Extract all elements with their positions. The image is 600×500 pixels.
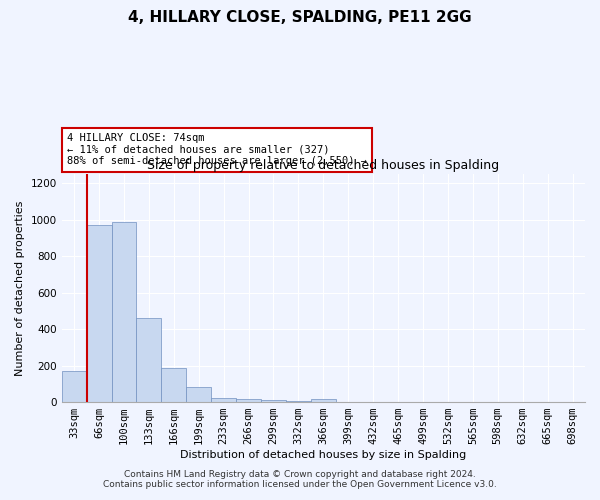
Bar <box>136 318 161 402</box>
Bar <box>86 226 112 402</box>
Bar <box>236 400 261 402</box>
Y-axis label: Number of detached properties: Number of detached properties <box>15 200 25 376</box>
Title: Size of property relative to detached houses in Spalding: Size of property relative to detached ho… <box>147 158 499 172</box>
Bar <box>311 399 336 402</box>
Bar <box>211 398 236 402</box>
Bar <box>161 368 186 402</box>
Bar <box>112 222 136 402</box>
X-axis label: Distribution of detached houses by size in Spalding: Distribution of detached houses by size … <box>180 450 466 460</box>
Bar <box>186 387 211 402</box>
Text: 4 HILLARY CLOSE: 74sqm
← 11% of detached houses are smaller (327)
88% of semi-de: 4 HILLARY CLOSE: 74sqm ← 11% of detached… <box>67 134 367 166</box>
Bar <box>62 371 86 402</box>
Text: 4, HILLARY CLOSE, SPALDING, PE11 2GG: 4, HILLARY CLOSE, SPALDING, PE11 2GG <box>128 10 472 25</box>
Text: Contains HM Land Registry data © Crown copyright and database right 2024.
Contai: Contains HM Land Registry data © Crown c… <box>103 470 497 489</box>
Bar <box>261 400 286 402</box>
Bar <box>286 400 311 402</box>
